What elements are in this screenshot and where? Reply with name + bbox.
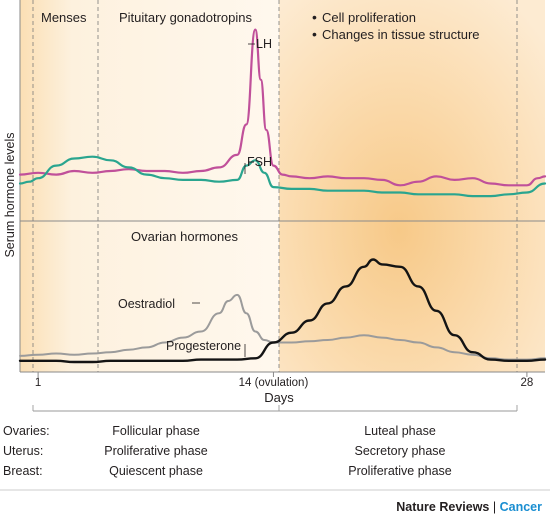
pituitary-gonadotropins-label: Pituitary gonadotropins <box>119 10 252 25</box>
phase-ovaries-follicular: Follicular phase <box>112 424 200 438</box>
x-tick-label: 1 <box>35 377 41 389</box>
series-line-oestradiol <box>19 293 546 361</box>
phase-bracket <box>32 405 518 412</box>
series-line-progesterone <box>18 258 547 364</box>
series-label-fsh: FSH <box>247 155 272 169</box>
brand-journal: Nature Reviews <box>396 500 490 514</box>
x-tick-label: 14 (ovulation) <box>239 377 309 389</box>
series-line-lh <box>18 28 547 187</box>
series-layer <box>18 28 547 364</box>
legend-bullet-cell-proliferation: • <box>312 9 317 25</box>
x-tick-layer: 1 14 (ovulation) 28 <box>35 372 533 389</box>
phase-uterus-proliferative: Proliferative phase <box>104 444 208 458</box>
phase-uterus-secretory: Secretory phase <box>354 444 446 458</box>
phase-breast-quiescent: Quiescent phase <box>109 464 203 478</box>
legend-cell-proliferation: Cell proliferation <box>322 10 416 25</box>
series-label-progesterone: Progesterone <box>166 339 241 353</box>
x-tick-label: 28 <box>520 377 533 389</box>
y-axis-label: Serum hormone levels <box>3 132 17 257</box>
brand-subject: Cancer <box>499 500 542 514</box>
luteal-background <box>279 0 545 372</box>
phase-row-uterus: Uterus: Proliferative phase Secretory ph… <box>0 444 550 462</box>
series-line-fsh <box>18 155 547 198</box>
phase-row-ovaries: Ovaries: Follicular phase Luteal phase <box>0 424 550 442</box>
brand-separator: | <box>492 500 497 514</box>
journal-brand: Nature Reviews | Cancer <box>396 500 542 514</box>
menses-label: Menses <box>41 10 87 25</box>
phase-breast-proliferative: Proliferative phase <box>348 464 452 478</box>
legend: • Cell proliferation • Changes in tissue… <box>312 9 480 42</box>
x-axis-label: Days <box>264 390 294 405</box>
phase-ovaries-luteal: Luteal phase <box>364 424 436 438</box>
ovarian-hormones-title: Ovarian hormones <box>131 229 238 244</box>
follicular-background <box>20 0 279 372</box>
legend-tissue-structure: Changes in tissue structure <box>322 27 480 42</box>
series-label-lh: LH <box>256 37 272 51</box>
series-label-oestradiol: Oestradiol <box>118 297 175 311</box>
phase-organ-ovaries: Ovaries: <box>3 424 50 438</box>
phase-organ-uterus: Uterus: <box>3 444 44 458</box>
legend-bullet-tissue-structure: • <box>312 26 317 42</box>
phase-organ-breast: Breast: <box>3 464 43 478</box>
phase-row-breast: Breast: Quiescent phase Proliferative ph… <box>0 464 550 482</box>
